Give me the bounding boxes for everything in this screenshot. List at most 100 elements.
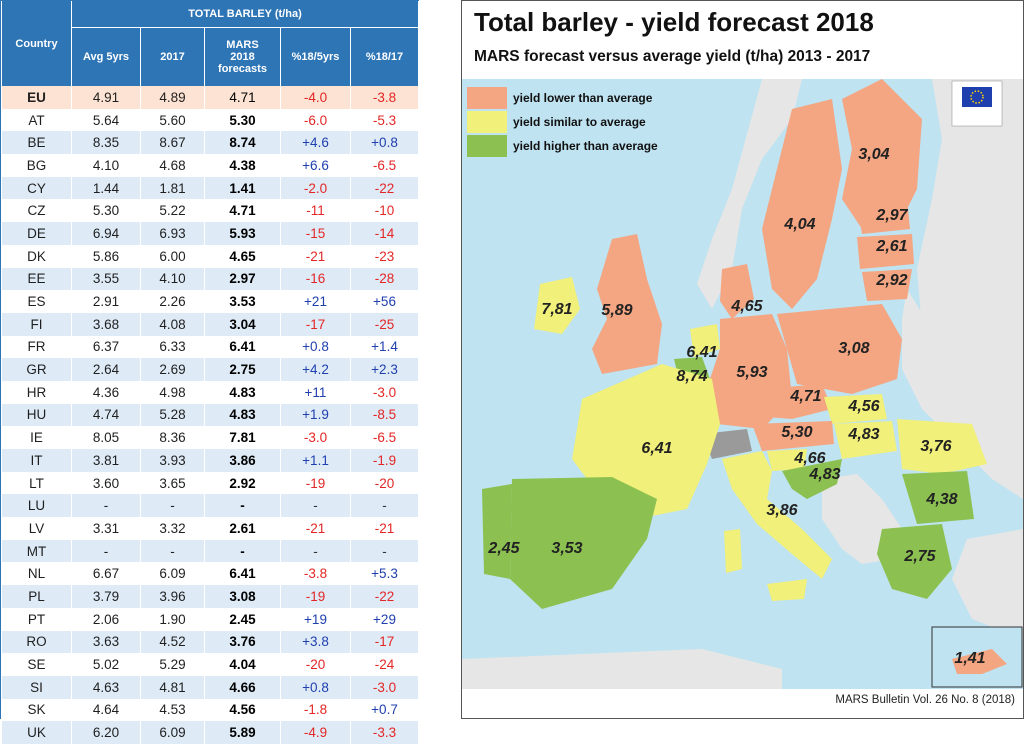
table-row: FR 6.37 6.33 6.41 +0.8 +1.4: [1, 335, 420, 359]
table-row: UK 6.20 6.09 5.89 -4.9 -3.3: [1, 721, 420, 744]
cell-avg5: 5.30: [71, 199, 141, 223]
cell-2017: 5.22: [140, 199, 205, 223]
table-row: CY 1.44 1.81 1.41 -2.0 -22: [1, 176, 420, 200]
table-row: BE 8.35 8.67 8.74 +4.6 +0.8: [1, 131, 420, 155]
region-nl: [690, 324, 720, 357]
cell-pct17: -22: [349, 176, 420, 200]
cell-avg5: 4.64: [71, 698, 141, 722]
region-ie: [534, 277, 580, 334]
cell-forecast: 2.75: [204, 358, 281, 381]
cell-avg5: 4.91: [71, 86, 141, 109]
cell-2017: 5.28: [140, 403, 205, 427]
cell-pct17: -24: [349, 653, 420, 676]
cell-avg5: 6.94: [71, 222, 141, 245]
cell-country: AT: [1, 108, 72, 132]
header-2017: 2017: [140, 27, 205, 86]
map-panel: Total barley - yield forecast 2018 MARS …: [461, 0, 1024, 719]
cell-forecast: 8.74: [204, 131, 281, 155]
cell-pct17: -: [349, 539, 420, 563]
table-row: CZ 5.30 5.22 4.71 -11 -10: [1, 199, 420, 223]
cell-pct5: +3.8: [280, 630, 351, 654]
cell-pct17: -22: [349, 585, 420, 608]
cell-pct5: -16: [280, 267, 351, 291]
map-label-uk: 5,89: [601, 302, 632, 319]
cell-pct17: +2.3: [349, 358, 420, 381]
legend-label-lower: yield lower than average: [513, 91, 653, 105]
cell-pct17: -28: [349, 267, 420, 291]
cell-pct17: -1.9: [349, 449, 420, 472]
cell-pct17: -3.3: [349, 721, 420, 744]
cell-country: HR: [1, 380, 72, 404]
map-label-nl: 6,41: [686, 344, 717, 361]
cell-country: SI: [1, 675, 72, 699]
cell-2017: -: [140, 494, 205, 518]
cell-2017: 2.69: [140, 358, 205, 381]
region-cy: [952, 649, 1007, 674]
map-label-fr: 6,41: [641, 440, 672, 457]
cell-2017: 4.08: [140, 312, 205, 336]
map-label-fi: 3,04: [858, 146, 889, 163]
table-row: BG 4.10 4.68 4.38 +6.6 -6.5: [1, 154, 420, 177]
cell-forecast: 5.93: [204, 222, 281, 245]
cell-pct17: -8.5: [349, 403, 420, 427]
cell-country: PT: [1, 607, 72, 631]
cell-forecast: 6.41: [204, 335, 281, 359]
cell-2017: 5.29: [140, 653, 205, 676]
map-label-pl: 3,08: [838, 340, 869, 357]
cell-avg5: 5.02: [71, 653, 141, 676]
region-lt: [862, 269, 912, 301]
cell-country: LU: [1, 494, 72, 518]
map-label-lt: 2,92: [875, 272, 907, 289]
map-subtitle: MARS forecast versus average yield (t/ha…: [474, 48, 871, 65]
map-label-ie: 7,81: [541, 301, 572, 318]
map-label-de: 5,93: [736, 364, 767, 381]
cell-pct17: -6.5: [349, 154, 420, 177]
cell-pct5: -17: [280, 312, 351, 336]
cell-avg5: 8.35: [71, 131, 141, 155]
header-forecast: MARS 2018 forecasts: [204, 27, 281, 86]
cell-forecast: -: [204, 494, 281, 518]
cell-pct5: -21: [280, 517, 351, 540]
region-ee: [857, 199, 910, 234]
cell-country: CZ: [1, 199, 72, 223]
cell-forecast: 3.86: [204, 449, 281, 472]
legend-item-similar: yield similar to average: [467, 109, 677, 135]
cell-pct17: +0.7: [349, 698, 420, 722]
table-row: IE 8.05 8.36 7.81 -3.0 -6.5: [1, 426, 420, 449]
table-row: EE 3.55 4.10 2.97 -16 -28: [1, 267, 420, 291]
cell-pct5: -3.0: [280, 426, 351, 449]
cell-2017: 6.00: [140, 244, 205, 268]
region-bg: [902, 471, 974, 524]
cell-pct5: -4.0: [280, 86, 351, 109]
cell-avg5: 2.91: [71, 290, 141, 313]
legend-swatch-lower: [467, 87, 507, 109]
region-pl: [777, 304, 902, 394]
map-label-es: 3,53: [551, 540, 582, 557]
map-label-si: 4,66: [793, 450, 825, 467]
cell-pct5: +1.9: [280, 403, 351, 427]
table-row: EU 4.91 4.89 4.71 -4.0 -3.8: [1, 86, 420, 109]
land-north-africa: [462, 649, 782, 689]
table-row: AT 5.64 5.60 5.30 -6.0 -5.3: [1, 108, 420, 132]
region-ro: [897, 419, 987, 474]
cell-country: HU: [1, 403, 72, 427]
cell-pct5: +6.6: [280, 154, 351, 177]
table-row: PT 2.06 1.90 2.45 +19 +29: [1, 607, 420, 631]
cell-country: RO: [1, 630, 72, 654]
cell-pct17: +1.4: [349, 335, 420, 359]
cell-pct17: -17: [349, 630, 420, 654]
cell-forecast: 5.30: [204, 108, 281, 132]
cell-2017: 6.09: [140, 562, 205, 586]
cell-forecast: 4.56: [204, 698, 281, 722]
cell-2017: 4.98: [140, 380, 205, 404]
yield-table: Country TOTAL BARLEY (t/ha) Avg 5yrs 201…: [1, 1, 420, 744]
legend-item-lower: yield lower than average: [467, 85, 677, 111]
region-se: [762, 99, 842, 309]
cell-avg5: 6.20: [71, 721, 141, 744]
cell-2017: 5.60: [140, 108, 205, 132]
region-hr: [782, 459, 842, 499]
cell-2017: 4.81: [140, 675, 205, 699]
cell-avg5: 4.74: [71, 403, 141, 427]
cell-pct5: +11: [280, 380, 351, 404]
map-label-hr: 4,83: [808, 466, 840, 483]
